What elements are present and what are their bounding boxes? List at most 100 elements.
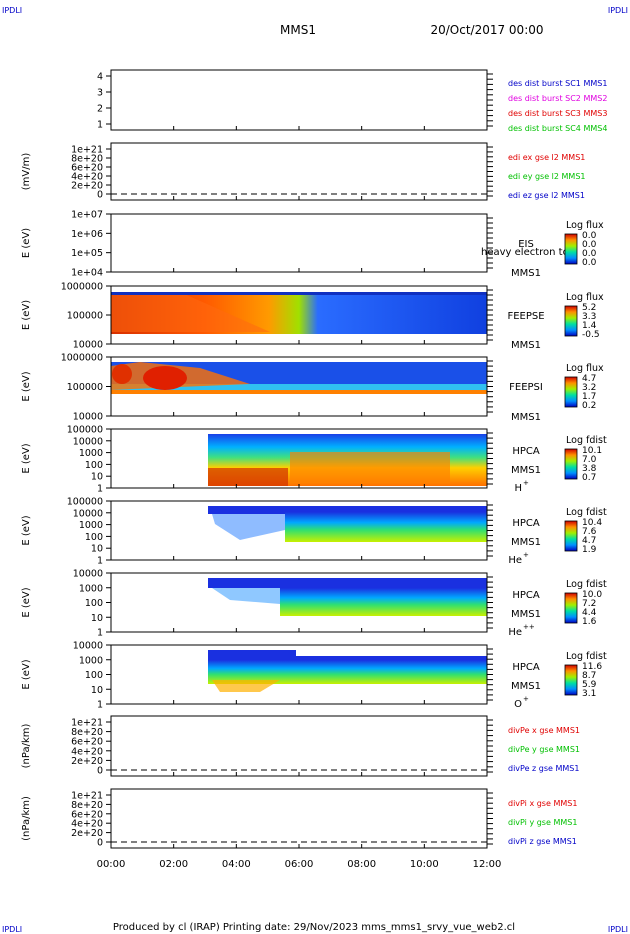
colorbar-title: Log flux [566,363,604,374]
y-tick-label: 1 [97,484,103,495]
panel-feeps_e: 1000000 100000 10000 E (eV) FEEPSE MMS1 Log fl… [21,282,604,352]
y-tick-label: 4e+20 [71,172,103,183]
y-axis-label: E (eV) [21,300,32,330]
instrument-label: FEEPSE [507,311,544,322]
y-tick-label: 6e+20 [71,163,103,174]
panel-frame [110,213,488,273]
instrument-label: FEEPSI [509,382,543,393]
colorbar-tick-label: 11.6 [582,662,602,672]
spacecraft-label: MMS1 [511,609,541,620]
species-charge: + [523,551,529,559]
colorbar-title: Log fdist [566,579,607,590]
time-axis: 00:00 02:00 04:00 06:00 08:00 10:00 12:0… [97,859,502,870]
legend-entry: edi ey gse l2 MMS1 [508,172,586,181]
instrument-label: HPCA [512,518,540,529]
y-tick-label: 10000 [73,641,103,652]
y-tick-label: 100 [85,532,103,543]
colorbar [564,520,578,552]
panel-feeps_i: 1000000 100000 10000 E (eV) FEEPSI MMS1 Log fl… [21,353,604,424]
colorbar-tick-label: 5.2 [582,303,596,313]
species-charge: ++ [523,623,535,631]
y-axis-label: E (eV) [21,515,32,545]
legend-entry: divPi z gse MMS1 [508,837,577,846]
y-tick-label: 1e+06 [71,229,103,240]
legend-entry: edi ez gse l2 MMS1 [508,191,585,200]
x-tick-label: 10:00 [410,859,439,870]
x-tick-label: 08:00 [347,859,376,870]
y-tick-label: 100 [85,598,103,609]
colorbar-tick-label: 0.2 [582,401,596,411]
spacecraft-label: MMS1 [511,412,541,423]
y-tick-label: 1 [97,556,103,567]
y-axis-label: (nPa/km) [21,724,32,769]
y-axis-label: (nPa/km) [21,796,32,841]
y-tick-label: 100000 [67,497,103,508]
colorbar-title: Log fdist [566,651,607,662]
colorbar-tick-label: 1.9 [582,545,597,555]
y-tick-label: 100000 [67,425,103,436]
y-tick-label: 8e+20 [71,727,103,738]
x-tick-label: 06:00 [285,859,314,870]
y-tick-label: 1e+21 [71,718,103,729]
y-tick-label: 100 [85,670,103,681]
spacecraft-label: MMS1 [511,537,541,548]
x-tick-label: 12:00 [473,859,502,870]
colorbar-tick-label: 7.6 [582,527,597,537]
instrument-label: EIS [518,239,534,250]
colorbar-tick-label: 0.0 [582,231,597,241]
colorbar-tick-label: 1.6 [582,617,597,627]
panel-frame [110,715,488,777]
spacecraft-title: MMS1 [280,23,316,37]
y-tick-label: 10 [91,685,103,696]
y-tick-label: 100000 [67,382,103,393]
x-tick-label: 04:00 [222,859,251,870]
y-tick-label: 2e+20 [71,756,103,767]
y-tick-label: 100000 [67,311,103,322]
legend-entry: divPi x gse MMS1 [508,799,577,808]
instrument-label: HPCA [512,590,540,601]
y-tick-label: 1e+05 [71,248,103,259]
corner-label-bottom-left: IPDLI [2,925,22,934]
colorbar-tick-label: 3.8 [582,464,597,474]
y-tick-label: 1000 [79,448,103,459]
colorbar-tick-label: 1.4 [582,321,597,331]
y-tick-label: 10 [91,544,103,555]
y-tick-label: 2e+20 [71,828,103,839]
y-axis-label: E (eV) [21,587,32,617]
y-tick-label: 10 [91,613,103,624]
colorbar-tick-label: 8.7 [582,671,596,681]
panel-stack: 4 3 2 1 des dist burst SC1 MMS1 des dist burs… [21,69,607,849]
colorbar [564,376,578,408]
y-tick-label: 10000 [73,412,103,423]
colorbar-tick-label: 4.7 [582,536,596,546]
y-tick-label: 10000 [73,436,103,447]
colorbar [564,592,578,624]
spacecraft-label: MMS1 [511,681,541,692]
y-tick-label: 0 [97,838,103,849]
y-tick-label: 6e+20 [71,809,103,820]
instrument-label: HPCA [512,662,540,673]
y-tick-label: 3 [97,88,103,99]
y-tick-label: 1e+07 [71,210,103,221]
spacecraft-label: MMS1 [511,465,541,476]
legend-entry: divPe z gse MMS1 [508,764,579,773]
colorbar-tick-label: 10.4 [582,518,602,528]
y-tick-label: 1000 [79,655,103,666]
colorbar-tick-label: 7.2 [582,599,596,609]
y-axis-label: E (eV) [21,371,32,401]
colorbar [564,448,578,480]
colorbar-tick-label: 7.0 [582,455,597,465]
colorbar-tick-label: 0.0 [582,249,597,259]
y-tick-label: 0 [97,766,103,777]
colorbar-title: Log flux [566,292,604,303]
panel-eis: 1e+07 1e+06 1e+05 1e+04 E (eV) EIS MMS1 heavy e… [21,210,604,280]
colorbar-tick-label: 3.3 [582,312,596,322]
x-tick-label: 02:00 [159,859,188,870]
legend-entry: divPi y gse MMS1 [508,818,577,827]
species-label: He [508,627,522,638]
colorbar-tick-label: 4.7 [582,374,596,384]
panel-frame [110,69,488,131]
